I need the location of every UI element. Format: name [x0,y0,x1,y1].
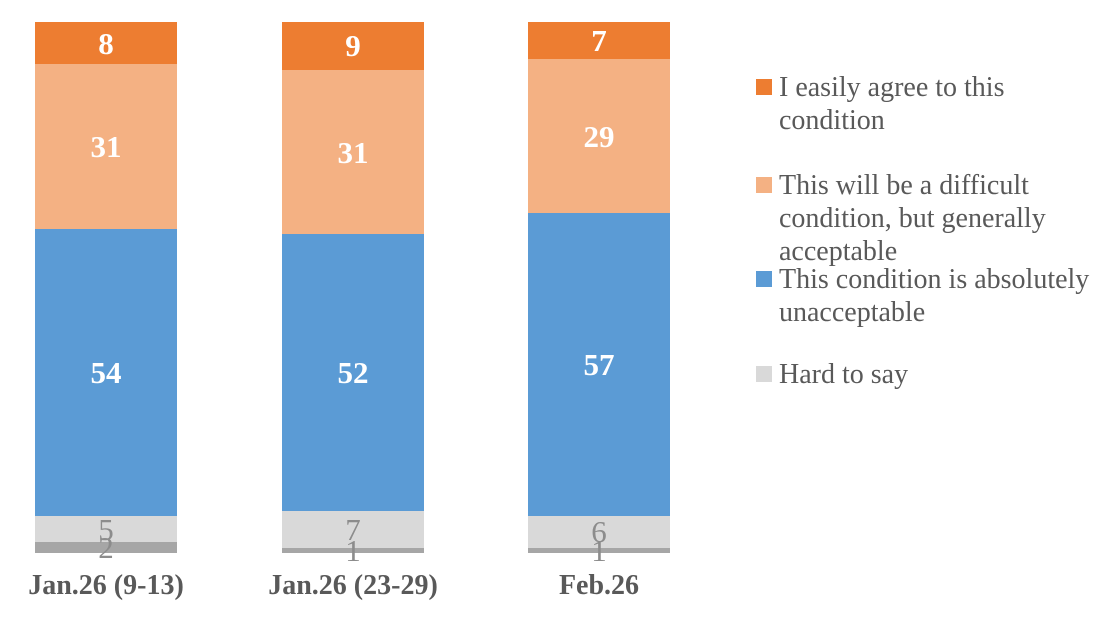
category-label-jan26-9-13: Jan.26 (9-13) [28,570,184,601]
legend-swatch-blue [756,271,772,287]
bar-segment [35,229,177,516]
bar-segment [528,213,670,516]
legend-swatch-orange [756,79,772,95]
category-label-feb26: Feb.26 [558,570,640,601]
legend-item-hard-to-say: Hard to say [756,358,1119,391]
bar-segment [282,69,424,235]
legend-label: This will be a difficult condition, but … [779,170,1046,267]
bar-segment [282,547,424,553]
bar-segment [282,234,424,511]
legend-item-difficult-acceptable: This will be a difficult condition, but … [756,169,1119,268]
bar-segment [528,547,670,553]
bar-segment [35,542,177,553]
bar-segment [35,22,177,65]
legend-item-easily-agree: I easily agree to this condition [756,71,1119,137]
legend-label: This condition is absolutely unacceptabl… [779,264,1090,328]
legend-swatch-light-orange [756,177,772,193]
category-label-jan26-23-29: Jan.26 (23-29) [268,570,438,601]
legend-label: I easily agree to this condition [779,72,1005,136]
bar-segment [282,510,424,548]
legend-swatch-gray [756,366,772,382]
bar-segment [528,515,670,548]
bar-segment [528,59,670,214]
bar-segment [282,22,424,70]
legend-item-absolutely-unacceptable: This condition is absolutely unacceptabl… [756,263,1119,329]
bar-segment [35,515,177,543]
bar-segment [35,64,177,230]
bar-segment [528,22,670,60]
legend-label: Hard to say [779,359,909,390]
